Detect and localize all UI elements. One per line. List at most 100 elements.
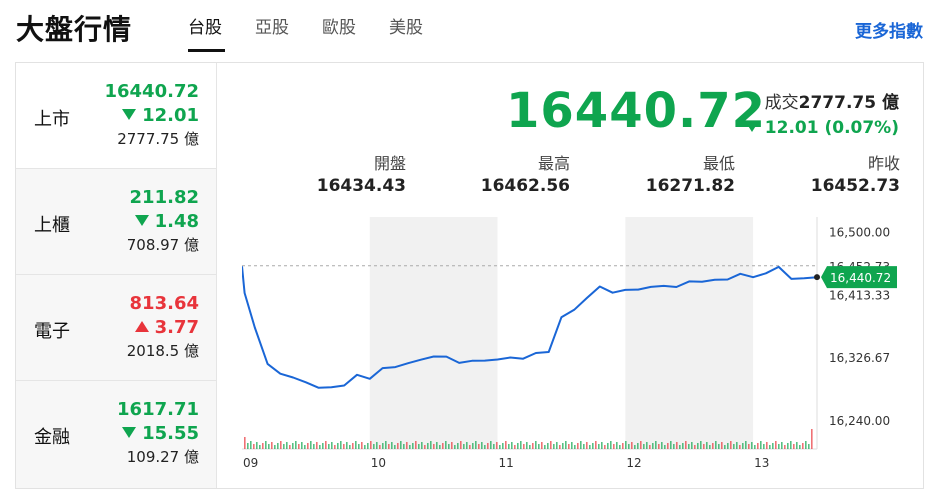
volume-bar — [649, 445, 651, 449]
last-point-marker — [814, 274, 820, 281]
volume-bar — [532, 443, 534, 449]
page-title: 大盤行情 — [16, 13, 133, 46]
volume-bar — [259, 445, 261, 449]
volume-bar — [646, 442, 648, 449]
volume-bar — [535, 441, 537, 449]
down-arrow-icon — [122, 109, 137, 120]
last-price-tag — [821, 266, 897, 289]
volume-bar — [265, 441, 267, 449]
x-tick-label: 10 — [371, 456, 386, 470]
volume-bar — [379, 445, 381, 449]
volume-bar — [586, 442, 588, 449]
volume-bar — [712, 443, 714, 449]
volume-bar — [655, 441, 657, 449]
tab-us[interactable]: 美股 — [389, 18, 423, 38]
sidebar-item-listed[interactable]: 上市 16440.72 12.01 2777.75 億 — [16, 63, 216, 169]
chart-canvas: 16,500.00 16,413.33 16,326.67 16,240.00 16,4… — [242, 217, 897, 470]
volume-bar — [595, 441, 597, 449]
sidebar-item-volume: 2018.5 億 — [126, 342, 199, 360]
volume-bar — [562, 443, 564, 449]
tab-asia[interactable]: 亞股 — [255, 18, 289, 38]
volume-bar — [790, 441, 792, 449]
volume-bar — [436, 442, 438, 449]
volume-bar — [721, 442, 723, 449]
volume-bar — [406, 442, 408, 449]
volume-value: 2777.75 億 — [798, 93, 899, 113]
volume-bar — [352, 443, 354, 449]
volume-bar — [757, 443, 759, 449]
volume-bar — [283, 444, 285, 449]
volume-bar — [451, 442, 453, 449]
sidebar-item-change: 12.01 — [142, 105, 199, 126]
volume-bar — [337, 443, 339, 449]
volume-bar — [775, 441, 777, 449]
volume-bar — [745, 441, 747, 449]
more-indices-link[interactable]: 更多指數 — [855, 22, 923, 42]
x-tick-label: 11 — [499, 456, 514, 470]
stat-open: 開盤 16434.43 — [266, 153, 406, 197]
volume-bar — [613, 444, 615, 449]
hour-band — [625, 217, 754, 449]
volume-bar — [661, 442, 663, 449]
volume-bar — [643, 444, 645, 449]
volume-bar — [805, 441, 807, 449]
intraday-chart[interactable]: 16,500.00 16,413.33 16,326.67 16,240.00 16,4… — [242, 217, 922, 487]
volume-bar — [508, 444, 510, 449]
sidebar-item-change: 3.77 — [154, 317, 199, 338]
volume-bar — [385, 441, 387, 449]
volume-bar — [373, 444, 375, 449]
volume-bar — [514, 445, 516, 449]
volume-bar — [328, 444, 330, 449]
sidebar-item-price: 16440.72 — [104, 81, 199, 102]
volume-bar — [253, 444, 255, 449]
price-stats: 開盤 16434.43 最高 16462.56 最低 16271.82 昨收 1… — [316, 153, 900, 199]
volume-bar — [250, 441, 252, 449]
volume-bar — [607, 443, 609, 449]
volume-bar — [781, 442, 783, 449]
volume-bar — [322, 443, 324, 449]
main-change: 12.01 (0.07%) — [764, 118, 899, 138]
volume-bar — [625, 441, 627, 449]
volume-bar — [601, 442, 603, 449]
tab-europe[interactable]: 歐股 — [322, 18, 356, 38]
stat-value: 16462.56 — [480, 176, 570, 196]
volume-bar — [811, 429, 813, 449]
volume-bar — [421, 442, 423, 449]
volume-bar — [244, 437, 246, 449]
volume-bar — [457, 443, 459, 449]
volume-bar — [331, 442, 333, 449]
volume-bar — [556, 442, 558, 449]
sidebar-item-volume: 109.27 億 — [126, 448, 199, 466]
volume-bar — [667, 443, 669, 449]
stat-label: 最高 — [537, 154, 570, 173]
sidebar-item-finance[interactable]: 金融 1617.71 15.55 109.27 億 — [16, 381, 216, 488]
volume-bar — [313, 444, 315, 449]
volume-bar — [733, 444, 735, 449]
last-price-label: 16,440.72 — [830, 271, 891, 285]
volume-bar — [634, 445, 636, 449]
volume-bar — [715, 441, 717, 449]
volume-bar — [697, 443, 699, 449]
volume-bar — [637, 443, 639, 449]
volume-bar — [463, 444, 465, 449]
x-tick-label: 13 — [754, 456, 769, 470]
volume-bar — [490, 441, 492, 449]
volume-bar — [547, 443, 549, 449]
volume-bar — [394, 445, 396, 449]
index-summary: 成交2777.75 億 12.01 (0.07%) — [744, 91, 899, 141]
volume-bar — [358, 444, 360, 449]
sidebar-item-otc[interactable]: 上櫃 211.82 1.48 708.97 億 — [16, 169, 216, 275]
tab-taiwan[interactable]: 台股 — [188, 16, 255, 52]
sidebar-item-electronics[interactable]: 電子 813.64 3.77 2018.5 億 — [16, 275, 216, 381]
sidebar-item-price: 1617.71 — [117, 399, 199, 420]
volume-bar — [673, 444, 675, 449]
down-arrow-icon — [122, 427, 137, 438]
volume-bar — [412, 443, 414, 449]
sidebar-item-name: 電子 — [34, 321, 70, 342]
volume-bar — [355, 441, 357, 449]
volume-bar — [691, 442, 693, 449]
volume-bar — [415, 441, 417, 449]
volume-bar — [652, 443, 654, 449]
volume-bar — [568, 444, 570, 449]
sidebar-item-change: 15.55 — [142, 423, 199, 444]
